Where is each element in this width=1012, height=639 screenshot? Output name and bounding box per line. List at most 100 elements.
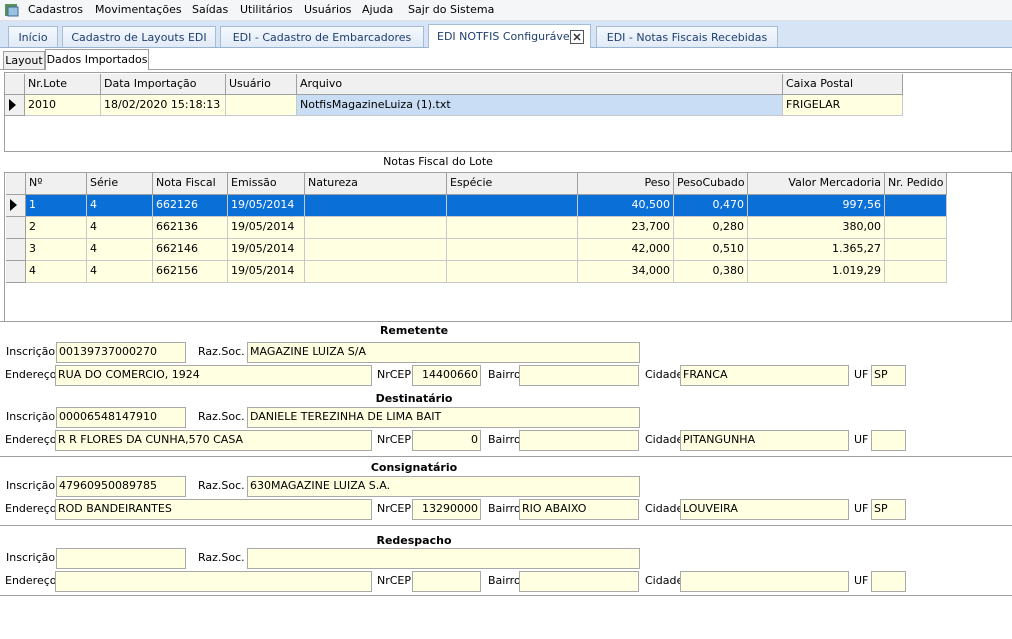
text-input[interactable] xyxy=(680,571,849,592)
text-input[interactable]: SP xyxy=(871,365,906,386)
menu-item[interactable]: Sajr do Sistema xyxy=(408,3,495,16)
text-input[interactable] xyxy=(519,365,639,386)
row-indicator[interactable] xyxy=(6,239,26,261)
text-input[interactable]: 00006548147910 xyxy=(56,407,186,428)
table-cell[interactable]: 4 xyxy=(87,217,153,239)
column-header[interactable]: Peso xyxy=(578,173,674,195)
column-header[interactable]: Emissão xyxy=(228,173,305,195)
text-input[interactable] xyxy=(519,571,639,592)
text-input[interactable] xyxy=(871,430,906,451)
column-header[interactable]: Usuário xyxy=(226,74,297,95)
table-cell[interactable] xyxy=(305,261,447,283)
row-indicator[interactable] xyxy=(6,195,26,217)
text-input[interactable] xyxy=(519,430,639,451)
text-input[interactable] xyxy=(247,548,640,569)
table-cell[interactable]: 40,500 xyxy=(578,195,674,217)
column-header[interactable]: Nota Fiscal xyxy=(153,173,228,195)
table-cell[interactable]: 662136 xyxy=(153,217,228,239)
text-input[interactable]: 13290000 xyxy=(412,499,481,520)
table-cell[interactable]: 19/05/2014 xyxy=(228,217,305,239)
text-input[interactable]: SP xyxy=(871,499,906,520)
menu-item[interactable]: Usuários xyxy=(304,3,352,16)
column-header[interactable]: Data Importação xyxy=(101,74,226,95)
text-input[interactable]: FRANCA xyxy=(680,365,849,386)
table-cell[interactable] xyxy=(447,261,578,283)
text-input[interactable]: DANIELE TEREZINHA DE LIMA BAIT xyxy=(247,407,640,428)
table-cell[interactable]: 23,700 xyxy=(578,217,674,239)
text-input[interactable] xyxy=(55,571,372,592)
menu-item[interactable]: Saídas xyxy=(192,3,229,16)
table-cell[interactable]: 380,00 xyxy=(748,217,885,239)
column-header[interactable]: Valor Mercadoria xyxy=(748,173,885,195)
table-cell[interactable]: 19/05/2014 xyxy=(228,239,305,261)
text-input[interactable]: RIO ABAIXO xyxy=(519,499,639,520)
text-input[interactable]: MAGAZINE LUIZA S/A xyxy=(247,342,640,363)
text-input[interactable]: 47960950089785 xyxy=(56,476,186,497)
table-cell[interactable] xyxy=(447,217,578,239)
tab[interactable]: EDI - Notas Fiscais Recebidas xyxy=(596,26,778,47)
column-header[interactable]: Caixa Postal xyxy=(783,74,903,95)
column-header[interactable]: Série xyxy=(87,173,153,195)
text-input[interactable]: R R FLORES DA CUNHA,570 CASA xyxy=(55,430,372,451)
row-indicator[interactable] xyxy=(6,217,26,239)
tab[interactable]: Início xyxy=(8,26,58,47)
text-input[interactable] xyxy=(412,571,481,592)
text-input[interactable]: 0 xyxy=(412,430,481,451)
table-cell[interactable]: 18/02/2020 15:18:13 xyxy=(101,95,226,116)
table-cell[interactable]: 4 xyxy=(26,261,87,283)
tab[interactable]: EDI NOTFIS Configurável xyxy=(428,24,591,48)
table-cell[interactable]: 0,470 xyxy=(674,195,748,217)
text-input[interactable]: RUA DO COMERCIO, 1924 xyxy=(55,365,372,386)
column-header[interactable]: Nr.Lote xyxy=(25,74,101,95)
text-input[interactable]: 630MAGAZINE LUIZA S.A. xyxy=(247,476,640,497)
menu-item[interactable]: Cadastros xyxy=(28,3,83,16)
table-cell[interactable] xyxy=(885,239,947,261)
table-cell[interactable]: 19/05/2014 xyxy=(228,261,305,283)
table-cell[interactable] xyxy=(447,239,578,261)
text-input[interactable]: ROD BANDEIRANTES xyxy=(55,499,372,520)
table-cell[interactable]: 0,510 xyxy=(674,239,748,261)
text-input[interactable]: 14400660 xyxy=(412,365,481,386)
menu-item[interactable]: Utilitários xyxy=(240,3,293,16)
table-cell[interactable]: 2 xyxy=(26,217,87,239)
table-cell[interactable]: 662146 xyxy=(153,239,228,261)
column-header[interactable]: Arquivo xyxy=(297,74,783,95)
table-cell[interactable] xyxy=(305,195,447,217)
menu-item[interactable]: Movimentações xyxy=(95,3,182,16)
close-tab-button[interactable] xyxy=(570,30,584,44)
column-header[interactable]: Nr. Pedido xyxy=(885,173,947,195)
table-cell[interactable] xyxy=(305,217,447,239)
table-cell[interactable]: 4 xyxy=(87,239,153,261)
table-cell[interactable] xyxy=(305,239,447,261)
table-cell[interactable]: 662156 xyxy=(153,261,228,283)
table-cell[interactable]: NotfisMagazineLuiza (1).txt xyxy=(297,95,783,116)
table-cell[interactable]: 997,56 xyxy=(748,195,885,217)
table-cell[interactable]: FRIGELAR xyxy=(783,95,903,116)
table-cell[interactable]: 662126 xyxy=(153,195,228,217)
table-cell[interactable] xyxy=(226,95,297,116)
table-cell[interactable]: 42,000 xyxy=(578,239,674,261)
tab[interactable]: Cadastro de Layouts EDI xyxy=(62,26,216,47)
table-cell[interactable]: 1.365,27 xyxy=(748,239,885,261)
table-cell[interactable]: 1.019,29 xyxy=(748,261,885,283)
table-cell[interactable]: 1 xyxy=(26,195,87,217)
row-indicator[interactable] xyxy=(5,95,25,116)
column-header[interactable]: PesoCubado xyxy=(674,173,748,195)
subtab[interactable]: Dados Importados xyxy=(45,49,149,70)
table-cell[interactable] xyxy=(885,261,947,283)
table-cell[interactable] xyxy=(885,217,947,239)
table-cell[interactable]: 4 xyxy=(87,261,153,283)
column-header[interactable]: Natureza xyxy=(305,173,447,195)
text-input[interactable]: LOUVEIRA xyxy=(680,499,849,520)
text-input[interactable] xyxy=(871,571,906,592)
menu-item[interactable]: Ajuda xyxy=(362,3,394,16)
table-cell[interactable]: 0,380 xyxy=(674,261,748,283)
column-header[interactable]: Espécie xyxy=(447,173,578,195)
subtab[interactable]: Layout xyxy=(3,51,45,69)
text-input[interactable] xyxy=(56,548,186,569)
table-cell[interactable]: 3 xyxy=(26,239,87,261)
text-input[interactable]: 00139737000270 xyxy=(56,342,186,363)
table-cell[interactable]: 2010 xyxy=(25,95,101,116)
table-cell[interactable] xyxy=(447,195,578,217)
table-cell[interactable]: 34,000 xyxy=(578,261,674,283)
